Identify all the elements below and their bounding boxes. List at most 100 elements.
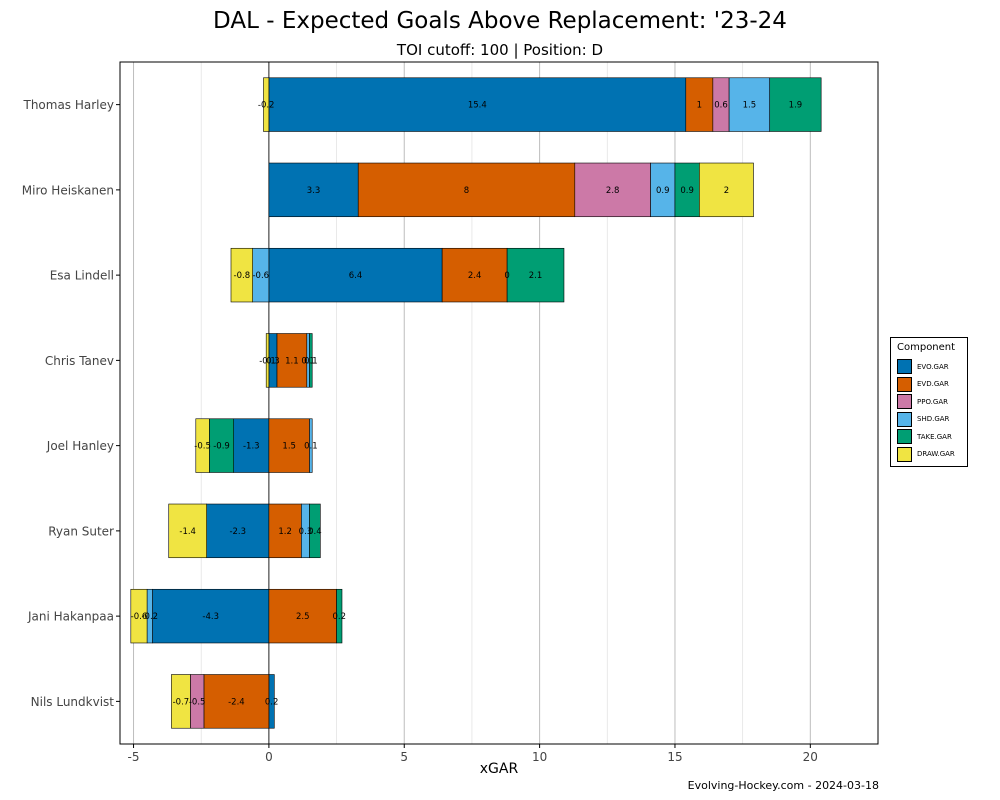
data-label: 0.1	[301, 356, 315, 366]
data-label: 1	[697, 101, 702, 111]
bar-draw-gar	[265, 333, 270, 388]
y-tick-label: Joel Hanley	[46, 439, 114, 453]
data-label: 0.2	[265, 697, 279, 707]
data-label: 0.9	[680, 186, 694, 196]
bar-evo-gar	[152, 588, 270, 644]
bar-draw-gar	[195, 418, 210, 473]
data-label: 0.3	[266, 356, 280, 366]
legend-items: EVO.GAR EVD.GAR PPO.GAR SHD.GAR TAKE.GAR DRAW…	[897, 358, 967, 463]
bar-evd-gar	[276, 333, 308, 388]
x-tick-label: 10	[532, 750, 547, 764]
legend-swatch	[897, 429, 912, 445]
legend-label: TAKE.GAR	[917, 432, 952, 441]
bar-shd-gar	[728, 77, 771, 132]
legend-label: EVO.GAR	[917, 362, 949, 371]
bar-draw-gar	[699, 162, 754, 218]
bar-draw-gar	[168, 503, 207, 559]
bar-take-gar	[506, 247, 565, 303]
data-label: 0.9	[656, 186, 670, 196]
bar-draw-gar	[130, 588, 148, 644]
data-label: 6.4	[349, 271, 363, 281]
bar-take-gar	[674, 162, 700, 218]
bar-evo-gar	[268, 77, 687, 132]
data-label: 2	[724, 186, 729, 196]
bar-evo-gar	[268, 162, 359, 218]
bar-evd-gar	[357, 162, 576, 218]
legend-item: PPO.GAR	[897, 393, 967, 411]
data-label: 2.5	[296, 612, 310, 622]
bar-draw-gar	[171, 674, 191, 729]
data-label: 1.1	[285, 356, 299, 366]
legend-label: PPO.GAR	[917, 397, 948, 406]
bar-ppo-gar	[574, 162, 651, 218]
data-label: 2.8	[606, 186, 620, 196]
data-label: 2.4	[468, 271, 482, 281]
bar-evd-gar	[441, 247, 508, 303]
legend-item: EVO.GAR	[897, 358, 967, 376]
data-label: -0.1	[259, 356, 276, 366]
axes: Thomas Harley Miro Heiskanen Esa Lindell Ch…	[22, 61, 879, 764]
bar-take-gar	[336, 588, 343, 644]
data-label: 1.5	[743, 101, 757, 111]
chart-title: DAL - Expected Goals Above Replacement: …	[213, 8, 787, 34]
x-tick-label: -5	[128, 750, 140, 764]
source-caption: Evolving-Hockey.com - 2024-03-18	[687, 779, 879, 792]
bar-evd-gar	[685, 77, 714, 132]
legend-item: TAKE.GAR	[897, 428, 967, 446]
bar-evd-gar	[268, 588, 337, 644]
data-label: 0.1	[304, 442, 318, 452]
legend-swatch	[897, 394, 912, 410]
bar-evd-gar	[203, 674, 270, 729]
bar-evo-gar	[206, 503, 270, 559]
x-tick-label: 0	[265, 750, 273, 764]
legend-item: SHD.GAR	[897, 411, 967, 429]
data-label: 1.2	[278, 527, 292, 537]
data-label: 0.2	[333, 612, 347, 622]
legend-item: DRAW.GAR	[897, 446, 967, 464]
bar-take-gar	[209, 418, 234, 473]
bar-evo-gar	[233, 418, 270, 473]
data-label: 3.3	[307, 186, 321, 196]
legend-swatch	[897, 359, 912, 375]
bar-evd-gar	[268, 503, 302, 559]
data-label: 15.4	[468, 101, 487, 111]
data-label: -2.4	[228, 697, 245, 707]
data-label: -0.6	[131, 612, 148, 622]
legend-swatch	[897, 376, 912, 392]
bar-draw-gar	[263, 77, 270, 132]
data-label: -1.3	[243, 442, 260, 452]
bar-evd-gar	[268, 418, 310, 473]
data-label: 0	[504, 271, 509, 281]
y-tick-label: Thomas Harley	[22, 98, 114, 112]
data-label: 1.5	[282, 442, 296, 452]
bar-take-gar	[309, 333, 313, 388]
bar-evo-gar	[268, 247, 443, 303]
data-label: 0.3	[299, 527, 313, 537]
y-tick-label: Esa Lindell	[50, 269, 114, 283]
bar-shd-gar	[309, 418, 313, 473]
data-label: -0.9	[213, 442, 230, 452]
data-label: -0.5	[194, 442, 211, 452]
bar-draw-gar	[230, 247, 253, 303]
x-tick-label: 5	[400, 750, 408, 764]
legend-label: EVD.GAR	[917, 380, 949, 389]
data-label: -0.7	[173, 697, 190, 707]
legend-title: Component	[897, 342, 956, 353]
data-label: 8	[464, 186, 469, 196]
data-label: 0.1	[304, 356, 318, 366]
data-label: -0.2	[258, 101, 275, 111]
x-tick-label: 15	[667, 750, 682, 764]
bars	[130, 77, 822, 729]
y-tick-label: Chris Tanev	[45, 354, 114, 368]
legend-label: DRAW.GAR	[917, 450, 955, 459]
data-label: -0.2	[141, 612, 158, 622]
data-labels: -0.2 15.4 1 0.6 1.5 1.93.3 8 2.8 0.9 0.9 2-0.8 -0.6…	[131, 101, 803, 708]
x-tick-label: 20	[803, 750, 818, 764]
y-tick-label: Jani Hakanpaa	[27, 610, 114, 624]
bar-take-gar	[309, 503, 321, 559]
legend-swatch	[897, 446, 912, 462]
data-label: -4.3	[202, 612, 219, 622]
chart-subtitle: TOI cutoff: 100 | Position: D	[396, 41, 604, 59]
data-label: 2.1	[529, 271, 543, 281]
